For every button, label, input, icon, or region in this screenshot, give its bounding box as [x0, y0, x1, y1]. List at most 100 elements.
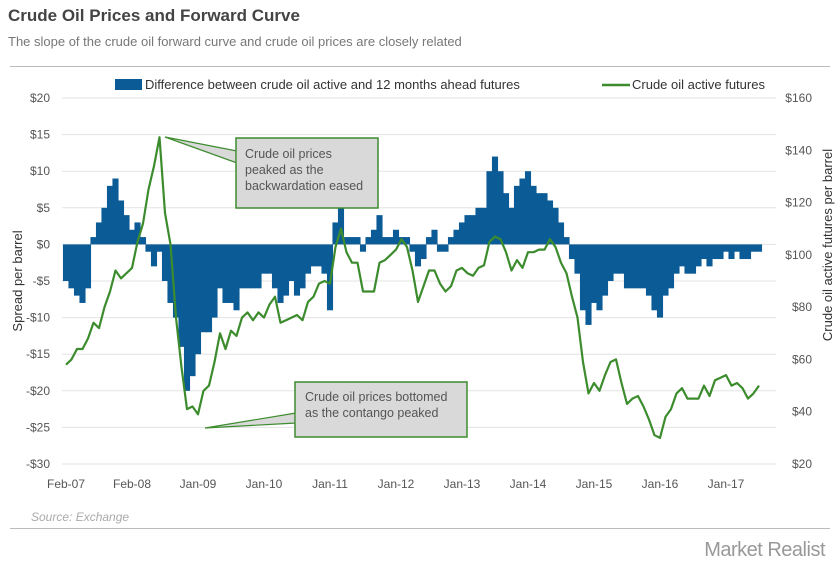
chart: $20 $15 $10 $5 $0 -$5 -$10 -$15 -$20 -$25 -$30 $16… — [10, 77, 835, 491]
spread-bar — [524, 171, 532, 245]
legend-swatch-spread — [115, 79, 142, 90]
spread-bar — [667, 244, 675, 289]
spread-bar — [211, 244, 218, 318]
price-line — [65, 136, 760, 439]
legend: Difference between crude oil active and … — [115, 77, 765, 92]
spread-bar — [733, 244, 741, 252]
spread-bar — [469, 215, 477, 245]
spread-bar — [101, 207, 108, 245]
spread-bar — [392, 229, 400, 245]
spread-bar — [535, 193, 543, 245]
spread-bar — [612, 244, 620, 274]
annotation-peak: Crude oil prices peaked as the backwarda… — [164, 136, 379, 209]
spread-bar — [150, 244, 158, 267]
x-tick-label: Feb-07 — [47, 477, 85, 491]
spread-bar — [651, 244, 658, 311]
spread-bar — [656, 244, 664, 318]
y2-tick-label: $20 — [792, 457, 812, 471]
y-tick-label: $20 — [30, 91, 50, 105]
y-tick-label: -$20 — [26, 384, 50, 398]
spread-bar — [376, 215, 383, 245]
spread-bar — [315, 244, 323, 267]
spread-bar — [629, 244, 636, 289]
spread-bar — [128, 229, 136, 245]
spread-bar — [95, 222, 103, 245]
spread-bar — [541, 193, 548, 245]
spread-bar — [84, 244, 92, 289]
left-axis: $20 $15 $10 $5 $0 -$5 -$10 -$15 -$20 -$25 -$30 — [26, 91, 50, 471]
spread-bar — [73, 244, 81, 296]
spread-bar — [299, 244, 306, 289]
spread-bar — [370, 229, 378, 245]
spread-bar — [90, 237, 97, 245]
spread-bar — [579, 244, 587, 311]
spread-bar — [678, 244, 686, 267]
legend-label-price: Crude oil active futures — [632, 77, 765, 92]
spread-bar — [172, 244, 180, 318]
spread-bar — [436, 244, 444, 252]
spread-bar — [178, 244, 185, 347]
spread-bar — [744, 244, 752, 260]
footer-divider — [10, 528, 830, 529]
x-tick-label: Jan-13 — [444, 477, 481, 491]
spread-bar — [216, 244, 224, 289]
source-note: Source: Exchange — [31, 510, 130, 524]
spread-bar — [354, 237, 361, 245]
annotation-bottom-line2: as the contango peaked — [305, 406, 438, 420]
spread-bar — [684, 244, 691, 274]
spread-bar — [623, 244, 631, 289]
spread-bar — [557, 222, 565, 245]
x-tick-label: Jan-17 — [708, 477, 745, 491]
spread-bar — [156, 244, 163, 252]
spread-bar — [706, 244, 713, 267]
spread-bar — [607, 244, 614, 281]
spread-bar — [167, 244, 174, 303]
spread-bar — [640, 244, 647, 289]
y-tick-label: $10 — [30, 164, 50, 178]
spread-bar — [123, 215, 130, 245]
spread-bar — [755, 244, 763, 252]
spread-bar — [508, 207, 515, 245]
x-tick-label: Jan-09 — [180, 477, 217, 491]
legend-label-spread: Difference between crude oil active and … — [145, 77, 520, 92]
spread-bar — [596, 244, 603, 311]
spread-bar — [497, 171, 504, 245]
spread-bar — [475, 207, 482, 245]
spread-bar — [244, 244, 251, 289]
annotation-bottom: Crude oil prices bottomed as the contang… — [204, 381, 468, 438]
spread-bar — [546, 200, 554, 245]
spread-bars — [62, 156, 763, 391]
spread-bar — [304, 244, 312, 274]
spread-bar — [145, 244, 152, 252]
spread-bar — [310, 244, 317, 267]
spread-bar — [717, 244, 724, 260]
spread-bar — [662, 244, 669, 296]
gridlines — [62, 97, 776, 465]
y2-tick-label: $100 — [785, 248, 812, 262]
spread-bar — [222, 244, 229, 303]
annotation-bottom-line1: Crude oil prices bottomed — [305, 390, 447, 404]
spread-bar — [381, 237, 389, 245]
spread-bar — [249, 244, 257, 289]
spread-bar — [277, 244, 284, 303]
y-tick-label: -$30 — [26, 457, 50, 471]
spread-bar — [134, 222, 141, 245]
spread-bar — [552, 207, 559, 245]
spread-bar — [255, 244, 262, 289]
spread-bar — [288, 244, 295, 281]
y2-tick-label: $120 — [785, 196, 812, 210]
y-tick-label: $5 — [37, 201, 51, 215]
annotation-peak-line2: peaked as the — [245, 163, 324, 177]
spread-bar — [486, 171, 493, 245]
spread-bar — [403, 237, 411, 245]
spread-bar — [233, 244, 240, 311]
y2-tick-label: $160 — [785, 91, 812, 105]
y-tick-label: $0 — [37, 237, 51, 251]
spread-bar — [585, 244, 592, 325]
spread-bar — [502, 193, 510, 245]
header-divider — [10, 66, 830, 67]
annotation-peak-line3: backwardation eased — [245, 179, 363, 193]
spread-bar — [293, 244, 301, 296]
y-tick-label: -$25 — [26, 420, 50, 434]
chart-subtitle: The slope of the crude oil forward curve… — [8, 34, 462, 49]
